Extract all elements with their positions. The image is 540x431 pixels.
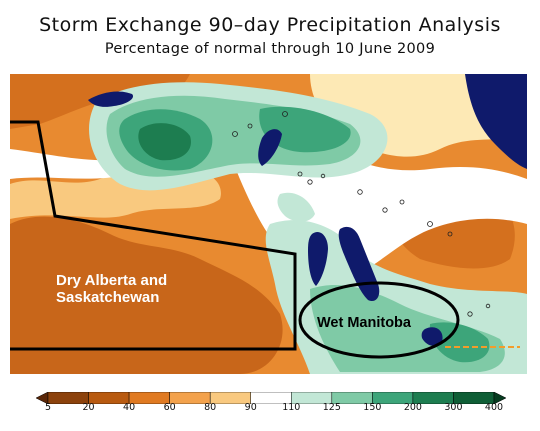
water-great-bear-lake xyxy=(88,91,134,107)
water-lake-nipigon xyxy=(421,327,443,346)
wet-blob-north-core2 xyxy=(259,106,351,153)
map-title: Storm Exchange 90–day Precipitation Anal… xyxy=(39,14,501,36)
colorbar-tick-label: 300 xyxy=(444,402,463,413)
map-subtitle: Percentage of normal through 10 June 200… xyxy=(104,41,436,57)
dry-region-label-line2: Saskatchewan xyxy=(56,289,160,307)
small-lake xyxy=(485,303,491,309)
wet-strip-east xyxy=(277,192,315,222)
water-lake-manitoba xyxy=(308,231,328,286)
small-lake xyxy=(467,311,473,317)
small-lake xyxy=(382,207,388,213)
colorbar-tick-label: 5 xyxy=(44,402,52,413)
dry-patch-west xyxy=(10,216,283,374)
manitoba-outline xyxy=(298,281,460,359)
small-lake xyxy=(282,111,288,117)
small-lake xyxy=(247,123,253,129)
colorbar-tick-label: 20 xyxy=(82,402,95,413)
dry-region-label-line1: Dry Alberta and xyxy=(56,272,168,289)
small-lake xyxy=(357,189,363,195)
wet-area-southeast-core xyxy=(429,322,490,363)
colorbar-tick-label: 60 xyxy=(163,402,176,413)
colorbar-tick-label: 150 xyxy=(363,402,382,413)
small-lake xyxy=(307,179,313,185)
colorbar-tick-label: 80 xyxy=(204,402,217,413)
water-hudson-bay xyxy=(465,74,527,169)
colorbar-tick-label: 110 xyxy=(282,402,301,413)
wet-region-label: Wet Manitoba xyxy=(317,315,411,331)
colorbar-tick-label: 40 xyxy=(123,402,136,413)
colorbar xyxy=(36,392,506,404)
colorbar-tick-label: 200 xyxy=(403,402,422,413)
colorbar-swatches xyxy=(36,392,506,404)
alberta-saskatchewan-outline xyxy=(10,120,297,351)
water-great-slave-lake xyxy=(258,129,282,166)
normal-strip-west xyxy=(10,149,130,179)
small-lake xyxy=(297,171,303,177)
small-lake xyxy=(320,173,326,179)
small-lakes xyxy=(232,111,491,317)
colorbar-tick-label: 400 xyxy=(484,402,504,413)
small-lake xyxy=(232,131,238,137)
dry-region-label: Dry Alberta and Saskatchewan xyxy=(56,272,167,307)
colorbar-end-high xyxy=(493,392,506,404)
small-lake xyxy=(399,199,405,205)
small-lake xyxy=(447,231,453,237)
map-canvas xyxy=(10,74,527,374)
precipitation-map: Dry Alberta and Saskatchewan Wet Manitob… xyxy=(10,74,527,374)
wet-blob-north-darkest xyxy=(138,123,191,161)
colorbar-tick-label: 125 xyxy=(322,402,341,413)
small-lake xyxy=(427,221,433,227)
colorbar-tick-label: 90 xyxy=(244,402,257,413)
